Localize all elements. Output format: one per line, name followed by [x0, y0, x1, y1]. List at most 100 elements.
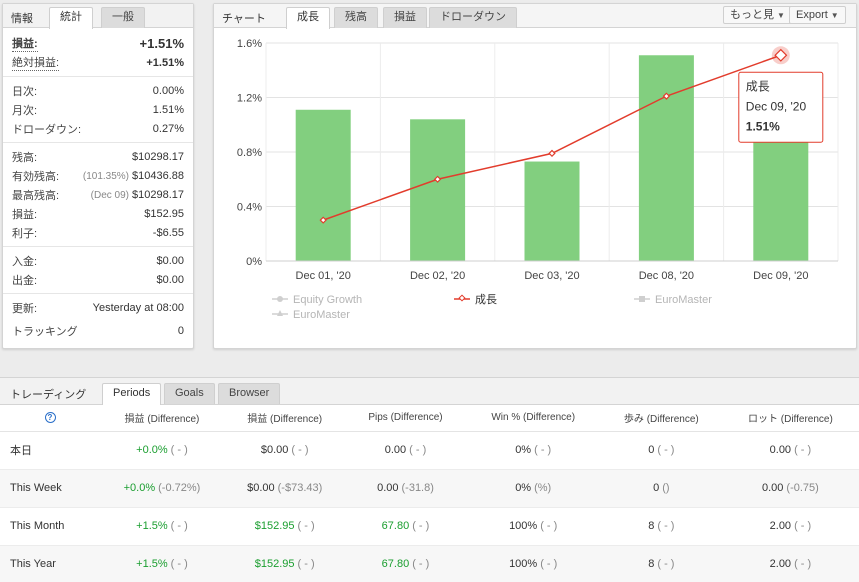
stat-label: 日次: — [12, 85, 38, 98]
cell-difference: (-0.72%) — [158, 482, 201, 494]
legend-label: Equity Growth — [293, 294, 362, 306]
tooltip-date: Dec 09, '20 — [746, 99, 807, 113]
legend-marker — [277, 296, 283, 302]
column-header[interactable]: 損益 (Difference) — [100, 405, 224, 432]
cell-value: $152.95 — [254, 558, 295, 570]
line-point — [662, 92, 671, 100]
cell-value: 0.00 — [762, 482, 784, 494]
legend-label: 成長 — [475, 293, 497, 306]
cell-difference: ( - ) — [794, 558, 812, 570]
line-point — [433, 175, 442, 183]
export-dropdown[interactable]: Export ▼ — [789, 6, 846, 24]
tab-stats[interactable]: 統計 — [49, 7, 93, 29]
stat-label: 残高: — [12, 151, 38, 164]
table-row: This Week +0.0% (-0.72%) $0.00 (-$73.43) 0.00… — [0, 469, 859, 508]
help-icon[interactable]: ? — [44, 412, 56, 424]
tab-browser[interactable]: Browser — [218, 383, 281, 404]
table-cell: $0.00( - ) — [223, 431, 346, 470]
column-header[interactable]: ロット (Difference) — [721, 405, 859, 432]
stat-label: 損益: — [12, 35, 38, 52]
x-tick-label: Dec 09, '20 — [753, 270, 808, 282]
x-tick-label: Dec 08, '20 — [639, 270, 694, 282]
column-header[interactable]: 歩み (Difference) — [600, 405, 722, 432]
cell-value: 8 — [648, 558, 655, 570]
tab-profit[interactable]: 損益 — [383, 7, 427, 28]
cell-difference: (%) — [534, 482, 552, 494]
y-tick-label: 0.4% — [237, 202, 262, 214]
table-cell: 100%( - ) — [465, 507, 601, 546]
cell-difference: ( - ) — [534, 444, 552, 456]
tab-general[interactable]: 一般 — [101, 7, 145, 28]
stat-label: 入金: — [12, 255, 38, 268]
stat-label: 損益: — [12, 208, 38, 221]
stat-label: 最高残高: — [12, 189, 60, 202]
cell-value: 0 — [653, 482, 660, 494]
cell-value: 0.00 — [377, 482, 399, 494]
column-header[interactable]: 損益 (Difference) — [223, 405, 346, 432]
trading-panel-title: トレーディング — [10, 389, 87, 401]
table-header-row: ? 損益 (Difference) 損益 (Difference) Pips (… — [0, 405, 859, 432]
table-cell: 67.80( - ) — [345, 545, 466, 582]
stat-gain: 損益: +1.51% — [12, 34, 184, 53]
table-cell: 8( - ) — [600, 507, 722, 546]
cell-value: 0.00 — [769, 444, 792, 456]
stat-value: $0.00 — [156, 254, 184, 267]
stat-deposits: 入金: $0.00 — [12, 251, 184, 270]
stat-note: (Dec 09) — [90, 189, 129, 201]
cell-difference: ( - ) — [412, 520, 430, 532]
table-cell: 2.00( - ) — [721, 507, 859, 546]
stat-value: -$6.55 — [152, 226, 184, 239]
tab-drawdown[interactable]: ドローダウン — [429, 7, 517, 28]
stat-label: 出金: — [12, 274, 38, 287]
stat-value: 0.27% — [152, 122, 184, 135]
tab-balance[interactable]: 残高 — [334, 7, 378, 28]
stat-value: $10436.88 — [132, 169, 184, 182]
line-point — [319, 216, 327, 224]
stat-label: 更新: — [12, 302, 38, 315]
stat-monthly: 月次: 1.51% — [12, 100, 184, 119]
tab-growth[interactable]: 成長 — [286, 7, 330, 29]
chevron-down-icon: ▼ — [830, 11, 839, 20]
table-row: This Year +1.5%( - ) $152.95( - ) 67.80( - … — [0, 545, 859, 582]
more-label: もっと見 — [730, 9, 774, 21]
column-header[interactable]: Pips (Difference) — [345, 405, 466, 432]
stat-interest: 利子: -$6.55 — [12, 223, 184, 242]
stat-tracking: トラッキング 0 — [12, 321, 184, 340]
stat-value: $10298.17 — [132, 150, 184, 163]
cell-difference: ( - ) — [170, 520, 188, 532]
cell-value: 0.00 — [384, 444, 407, 456]
tab-goals[interactable]: Goals — [164, 383, 215, 404]
stat-value: 0 — [177, 324, 184, 337]
divider — [3, 293, 193, 294]
cell-difference: (-0.75) — [786, 482, 819, 494]
export-label: Export — [796, 9, 828, 21]
stat-value: 1.51% — [152, 103, 184, 116]
legend-marker — [639, 296, 645, 302]
more-dropdown[interactable]: もっと見 ▼ — [723, 6, 792, 24]
cell-difference: ( - ) — [170, 444, 188, 456]
row-label: This Week — [0, 469, 100, 508]
stat-value: $152.95 — [144, 207, 184, 220]
stat-balance: 残高: $10298.17 — [12, 147, 184, 166]
tooltip-series: 成長 — [746, 79, 770, 93]
stat-label: 月次: — [12, 104, 38, 117]
stat-value: $10298.17 — [132, 188, 184, 201]
cell-value: $152.95 — [254, 520, 295, 532]
cell-difference: ( - ) — [291, 444, 309, 456]
table-cell: 67.80( - ) — [345, 507, 466, 546]
column-header[interactable]: Win % (Difference) — [465, 405, 601, 432]
periods-table: ? 損益 (Difference) 損益 (Difference) Pips (… — [0, 405, 859, 582]
tab-periods[interactable]: Periods — [102, 383, 162, 405]
cell-value: 100% — [509, 520, 538, 532]
table-cell: 100%( - ) — [465, 545, 601, 582]
tooltip-value: 1.51% — [746, 119, 780, 133]
y-tick-label: 0.8% — [237, 147, 262, 159]
cell-value: 0% — [515, 444, 532, 456]
stat-profit: 損益: $152.95 — [12, 204, 184, 223]
stat-updated: 更新: Yesterday at 08:00 — [12, 298, 184, 317]
line-point — [774, 48, 788, 62]
cell-difference: () — [662, 482, 670, 494]
cell-value: 0% — [515, 482, 532, 494]
info-panel-header: 情報 統計 一般 — [3, 4, 193, 29]
stat-daily: 日次: 0.00% — [12, 81, 184, 100]
